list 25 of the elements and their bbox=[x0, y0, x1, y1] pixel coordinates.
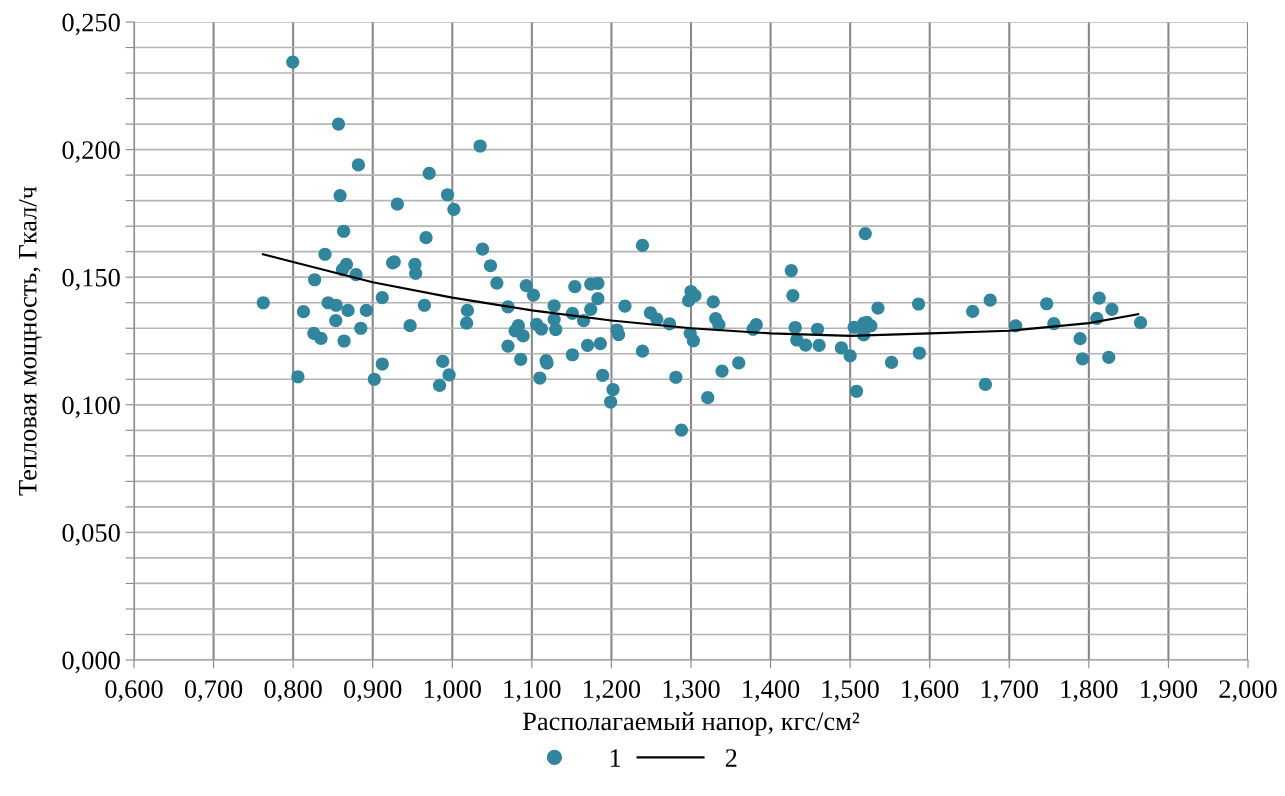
x-tick-label: 1,000 bbox=[424, 680, 481, 702]
x-tick-label: 0,900 bbox=[344, 680, 402, 702]
y-axis-title: Тепловая мощность, Гкал/ч bbox=[18, 186, 42, 496]
legend-label: 1 bbox=[610, 749, 621, 767]
x-tick-label: 1,200 bbox=[584, 680, 641, 702]
x-tick-label: 1,300 bbox=[663, 680, 720, 702]
x-tick-label: 1,500 bbox=[822, 680, 879, 702]
x-tick-label: 2,000 bbox=[1219, 680, 1277, 702]
x-tick-label: 1,900 bbox=[1141, 680, 1198, 702]
x-tick-label: 0,700 bbox=[184, 680, 243, 702]
x-tick-label: 1,800 bbox=[1061, 680, 1118, 702]
x-tick-label: 1,700 bbox=[981, 680, 1038, 702]
y-tick-label: 0,000 bbox=[62, 651, 120, 674]
x-tick-label: 1,100 bbox=[504, 680, 561, 702]
x-tick-label: 1,400 bbox=[743, 680, 800, 702]
x-tick-label: 1,600 bbox=[902, 680, 959, 702]
y-tick-label: 0,250 bbox=[62, 13, 120, 36]
x-tick-label: 0,800 bbox=[264, 680, 322, 702]
legend-label: 2 bbox=[725, 749, 737, 767]
x-tick-label: 0,600 bbox=[105, 680, 163, 702]
y-tick-label: 0,150 bbox=[62, 268, 120, 291]
x-axis-title: Располагаемый напор, кгс/см² bbox=[522, 711, 860, 736]
y-tick-label: 0,050 bbox=[62, 524, 120, 546]
y-tick-label: 0,200 bbox=[62, 141, 120, 163]
y-tick-label: 0,100 bbox=[62, 396, 120, 419]
